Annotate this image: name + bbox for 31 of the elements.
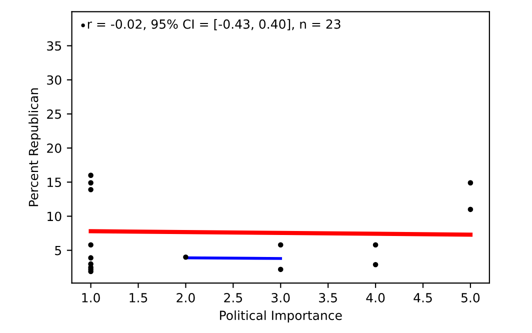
point [88, 242, 94, 248]
point [88, 255, 94, 260]
point [88, 172, 94, 178]
x-tick-label: 2.5 [224, 292, 242, 302]
y-axis-title: Percent Republican [28, 88, 41, 206]
point [88, 186, 94, 192]
point [468, 206, 474, 212]
point [183, 254, 188, 260]
point [468, 180, 474, 186]
x-tick-label: 5.0 [461, 292, 480, 302]
x-tick-label: 2.0 [176, 292, 195, 302]
y-tick-label: 35 [47, 41, 62, 51]
point [278, 242, 284, 248]
y-tick-label: 10 [48, 212, 62, 222]
y-tick-label: 20 [47, 144, 62, 153]
x-tick-label: 4.5 [414, 293, 432, 302]
x-tick-label: 4.0 [366, 292, 385, 302]
point [372, 242, 378, 248]
x-axis-title: Political Importance [220, 310, 342, 323]
x-tick-label: 1.0 [82, 292, 100, 302]
point [372, 262, 378, 268]
x-tick-label: 3.5 [319, 292, 337, 302]
y-tick-label: 5 [55, 246, 62, 256]
x-tick-label: 3.0 [272, 292, 290, 302]
point [278, 266, 284, 272]
y-tick-label: 25 [47, 109, 62, 119]
y-tick-label: 15 [48, 178, 62, 188]
legend-label: r = -0.02, 95% CI = [-0.43, 0.40], n = 23 [88, 19, 340, 30]
x-tick-label: 1.5 [130, 293, 148, 302]
y-tick-label: 30 [47, 75, 62, 85]
point [88, 180, 94, 186]
